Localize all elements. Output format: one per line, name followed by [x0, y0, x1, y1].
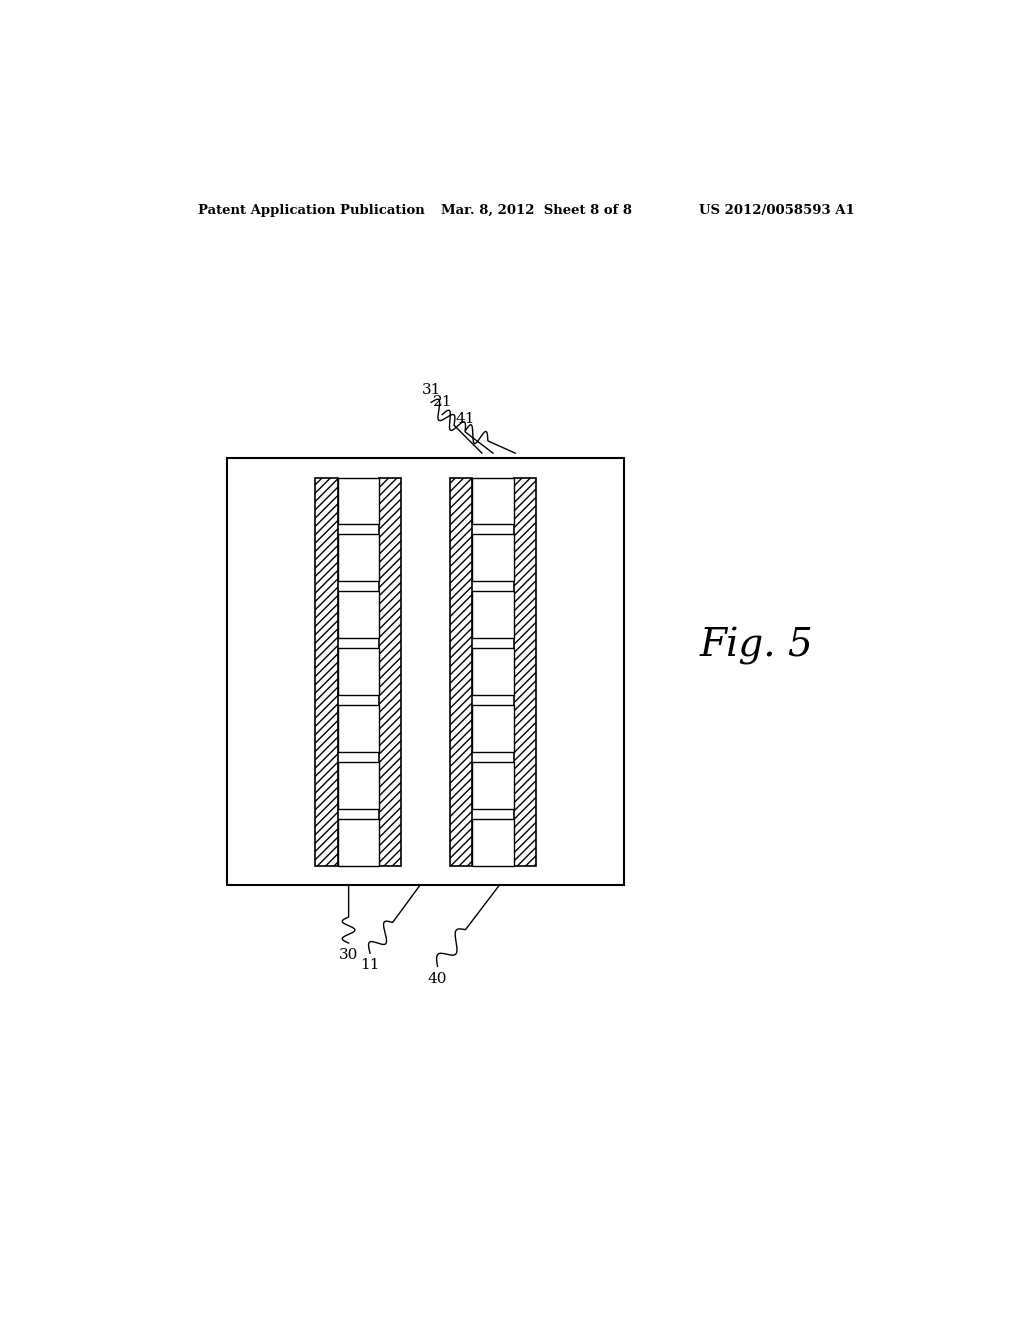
Text: Patent Application Publication: Patent Application Publication — [198, 205, 425, 216]
Bar — [338, 818, 379, 866]
Bar — [514, 478, 536, 866]
Bar — [315, 478, 338, 866]
Bar — [227, 458, 624, 886]
Text: 41: 41 — [456, 412, 475, 426]
Bar — [472, 762, 514, 809]
Text: 11: 11 — [360, 958, 380, 973]
Text: US 2012/0058593 A1: US 2012/0058593 A1 — [699, 205, 855, 216]
Bar — [472, 648, 514, 696]
Text: 30: 30 — [339, 948, 358, 962]
Bar — [379, 478, 401, 866]
Text: Fig. 5: Fig. 5 — [699, 627, 813, 665]
Bar — [472, 591, 514, 638]
Bar — [338, 648, 379, 696]
Bar — [472, 478, 514, 524]
Bar — [451, 478, 472, 866]
Bar — [338, 535, 379, 581]
Bar — [472, 818, 514, 866]
Bar — [338, 591, 379, 638]
Bar — [472, 705, 514, 752]
Bar — [472, 535, 514, 581]
Text: 31: 31 — [422, 383, 441, 397]
Text: 40: 40 — [428, 972, 447, 986]
Text: Mar. 8, 2012  Sheet 8 of 8: Mar. 8, 2012 Sheet 8 of 8 — [441, 205, 633, 216]
Bar — [338, 705, 379, 752]
Text: 21: 21 — [432, 396, 452, 409]
Bar — [338, 478, 379, 524]
Bar — [338, 762, 379, 809]
